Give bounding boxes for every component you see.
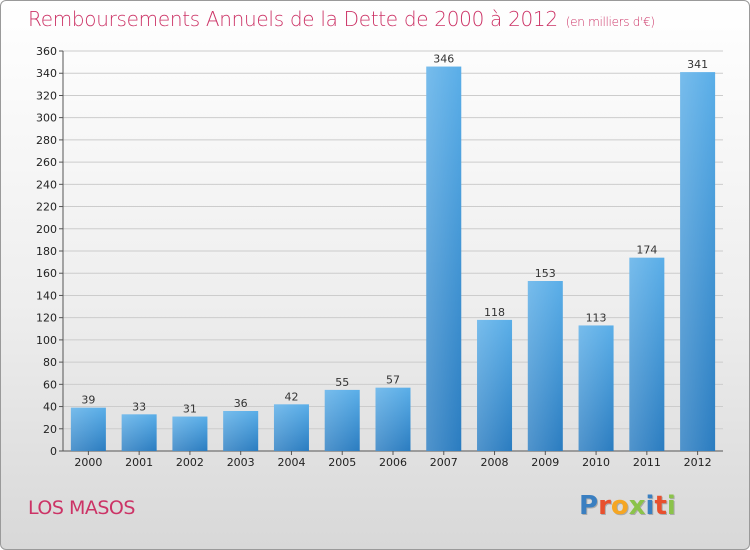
y-tick-label: 280	[36, 134, 57, 147]
x-tick-label: 2002	[176, 456, 204, 469]
y-tick-label: 80	[43, 356, 57, 369]
bar-highlight	[223, 411, 259, 451]
bar-highlight	[273, 404, 309, 451]
x-tick-label: 2005	[328, 456, 356, 469]
logo-letter: i	[645, 491, 655, 521]
chart-title: Remboursements Annuels de la Dette de 20…	[28, 7, 655, 31]
bar-highlight	[578, 325, 614, 451]
logo-letter: i	[666, 491, 676, 521]
x-tick-label: 2000	[74, 456, 102, 469]
bar-value-label: 57	[386, 374, 400, 387]
bar-highlight	[324, 389, 360, 451]
bar-value-label: 36	[234, 397, 248, 410]
x-tick-label: 2003	[227, 456, 255, 469]
bar-value-label: 341	[687, 58, 708, 71]
x-tick-label: 2012	[684, 456, 712, 469]
bar-highlight	[70, 407, 106, 451]
bar-value-label: 33	[132, 400, 146, 413]
logo-letter: o	[610, 491, 629, 521]
y-tick-label: 120	[36, 312, 57, 325]
x-tick-label: 2009	[531, 456, 559, 469]
bar-value-label: 39	[81, 394, 95, 407]
bar-value-label: 346	[433, 53, 454, 66]
y-tick-label: 60	[43, 378, 57, 391]
y-tick-label: 0	[50, 445, 57, 458]
y-tick-label: 200	[36, 223, 57, 236]
bar-value-label: 153	[535, 267, 556, 280]
y-tick-label: 40	[43, 401, 57, 414]
logo-letter: t	[654, 491, 667, 521]
bar-highlight	[375, 387, 411, 451]
bar-highlight	[121, 414, 157, 451]
y-tick-label: 180	[36, 245, 57, 258]
labels: 39 33 31 36 42 55 57 346 118 153 113 174 341	[81, 53, 708, 416]
bar-value-label: 118	[484, 306, 505, 319]
logo-letter: P	[579, 491, 599, 521]
bar-value-label: 55	[335, 376, 349, 389]
x-tick-label: 2008	[481, 456, 509, 469]
y-tick-label: 20	[43, 423, 57, 436]
x-tick-label: 2006	[379, 456, 407, 469]
y-tick-label: 300	[36, 112, 57, 125]
bar-highlight	[172, 416, 208, 451]
y-tick-label: 360	[36, 45, 57, 58]
bar-value-label: 174	[636, 244, 657, 257]
x-tick-label: 2010	[582, 456, 610, 469]
bar-highlight	[680, 72, 716, 451]
y-tick-label: 320	[36, 89, 57, 102]
logo-letter: r	[598, 491, 611, 521]
x-tick-label: 2001	[125, 456, 153, 469]
x-tick-label: 2004	[277, 456, 305, 469]
bar-highlight	[426, 66, 462, 452]
y-tick-label: 240	[36, 178, 57, 191]
proxiti-logo: Proxiti	[579, 491, 676, 521]
y-tick-label: 160	[36, 267, 57, 280]
bar-value-label: 42	[284, 390, 298, 403]
bar-highlight	[629, 257, 665, 451]
bar-value-label: 113	[586, 311, 607, 324]
bar-value-label: 31	[183, 403, 197, 416]
bars	[70, 66, 716, 452]
logo-letter: x	[628, 491, 646, 521]
chart-title-text: Remboursements Annuels de la Dette de 20…	[28, 7, 558, 31]
commune-name: LOS MASOS	[28, 497, 135, 519]
y-tick-label: 140	[36, 289, 57, 302]
bar-highlight	[477, 319, 513, 451]
x-tick-label: 2007	[430, 456, 458, 469]
y-tick-label: 260	[36, 156, 57, 169]
y-tick-label: 100	[36, 334, 57, 347]
y-tick-label: 220	[36, 201, 57, 214]
chart-unit: (en milliers d'€)	[565, 15, 655, 29]
y-tick-label: 340	[36, 67, 57, 80]
x-tick-label: 2011	[633, 456, 661, 469]
bar-highlight	[527, 281, 563, 451]
